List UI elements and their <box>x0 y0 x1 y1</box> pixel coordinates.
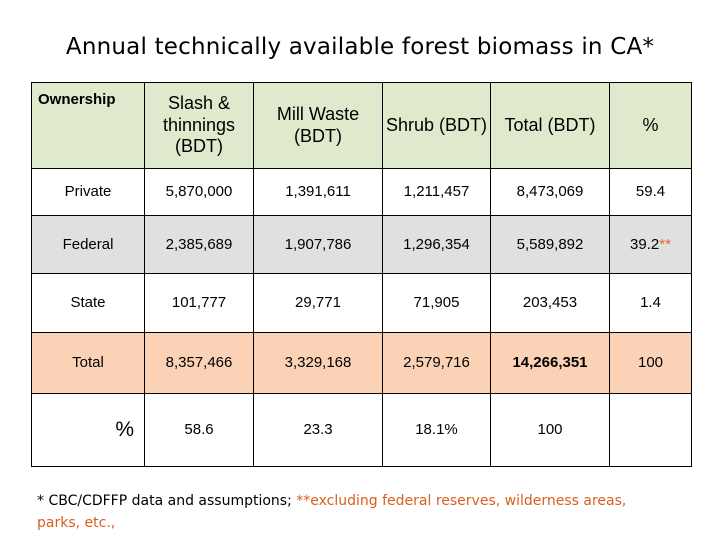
percent-value: 100 <box>637 354 664 371</box>
cell-state-total: 203,453 <box>490 273 610 333</box>
cell-federal-percent: 39.2** <box>609 215 692 274</box>
cell-total-percent: 100 <box>609 332 692 394</box>
cell-private-slash: 5,870,000 <box>144 168 254 216</box>
row-label-percent: % <box>31 393 145 467</box>
cell-total-slash: 8,357,466 <box>144 332 254 394</box>
footnote: * CBC/CDFFP data and assumptions; **excl… <box>37 490 697 534</box>
cell-private-mill: 1,391,611 <box>253 168 383 216</box>
cell-private-shrub: 1,211,457 <box>382 168 491 216</box>
page-title: Annual technically available forest biom… <box>65 34 655 60</box>
row-label-private: Private <box>31 168 145 216</box>
cell-state-slash: 101,777 <box>144 273 254 333</box>
cell-state-shrub: 71,905 <box>382 273 491 333</box>
cell-private-total: 8,473,069 <box>490 168 610 216</box>
header-total: Total (BDT) <box>490 82 610 169</box>
footnote-source: * CBC/CDFFP data and assumptions; <box>37 493 297 509</box>
cell-percent-total: 100 <box>490 393 610 467</box>
cell-federal-slash: 2,385,689 <box>144 215 254 274</box>
footnote-exclusion-cont: parks, etc., <box>37 515 116 531</box>
table-row: Private 5,870,000 1,391,611 1,211,457 8,… <box>31 168 692 216</box>
table-row: Total 8,357,466 3,329,168 2,579,716 14,2… <box>31 332 692 394</box>
cell-percent-slash: 58.6 <box>144 393 254 467</box>
annotation-mark: ** <box>659 235 671 253</box>
cell-private-percent: 59.4 <box>609 168 692 216</box>
cell-state-mill: 29,771 <box>253 273 383 333</box>
percent-value: 39.2 <box>630 235 660 253</box>
header-slash: Slash & thinnings (BDT) <box>144 82 254 169</box>
cell-percent-percent <box>609 393 692 467</box>
cell-federal-shrub: 1,296,354 <box>382 215 491 274</box>
cell-federal-total: 5,589,892 <box>490 215 610 274</box>
table-row: Federal 2,385,689 1,907,786 1,296,354 5,… <box>31 215 692 274</box>
cell-total-mill: 3,329,168 <box>253 332 383 394</box>
row-label-total: Total <box>31 332 145 394</box>
cell-total-shrub: 2,579,716 <box>382 332 491 394</box>
percent-value: 59.4 <box>635 183 666 200</box>
cell-percent-shrub: 18.1% <box>382 393 491 467</box>
cell-percent-mill: 23.3 <box>253 393 383 467</box>
table-row: State 101,777 29,771 71,905 203,453 1.4 <box>31 273 692 333</box>
header-shrub: Shrub (BDT) <box>382 82 491 169</box>
header-ownership: Ownership <box>31 82 145 169</box>
row-label-federal: Federal <box>31 215 145 274</box>
cell-total-total: 14,266,351 <box>490 332 610 394</box>
biomass-table: Ownership Slash & thinnings (BDT) Mill W… <box>31 82 692 467</box>
cell-federal-mill: 1,907,786 <box>253 215 383 274</box>
header-mill-waste: Mill Waste (BDT) <box>253 82 383 169</box>
row-label-state: State <box>31 273 145 333</box>
percent-row: % 58.6 23.3 18.1% 100 <box>31 393 692 467</box>
percent-value: 1.4 <box>640 294 661 311</box>
cell-state-percent: 1.4 <box>609 273 692 333</box>
header-percent: % <box>609 82 692 169</box>
header-row: Ownership Slash & thinnings (BDT) Mill W… <box>31 82 692 169</box>
footnote-exclusion: **excluding federal reserves, wilderness… <box>296 493 627 509</box>
